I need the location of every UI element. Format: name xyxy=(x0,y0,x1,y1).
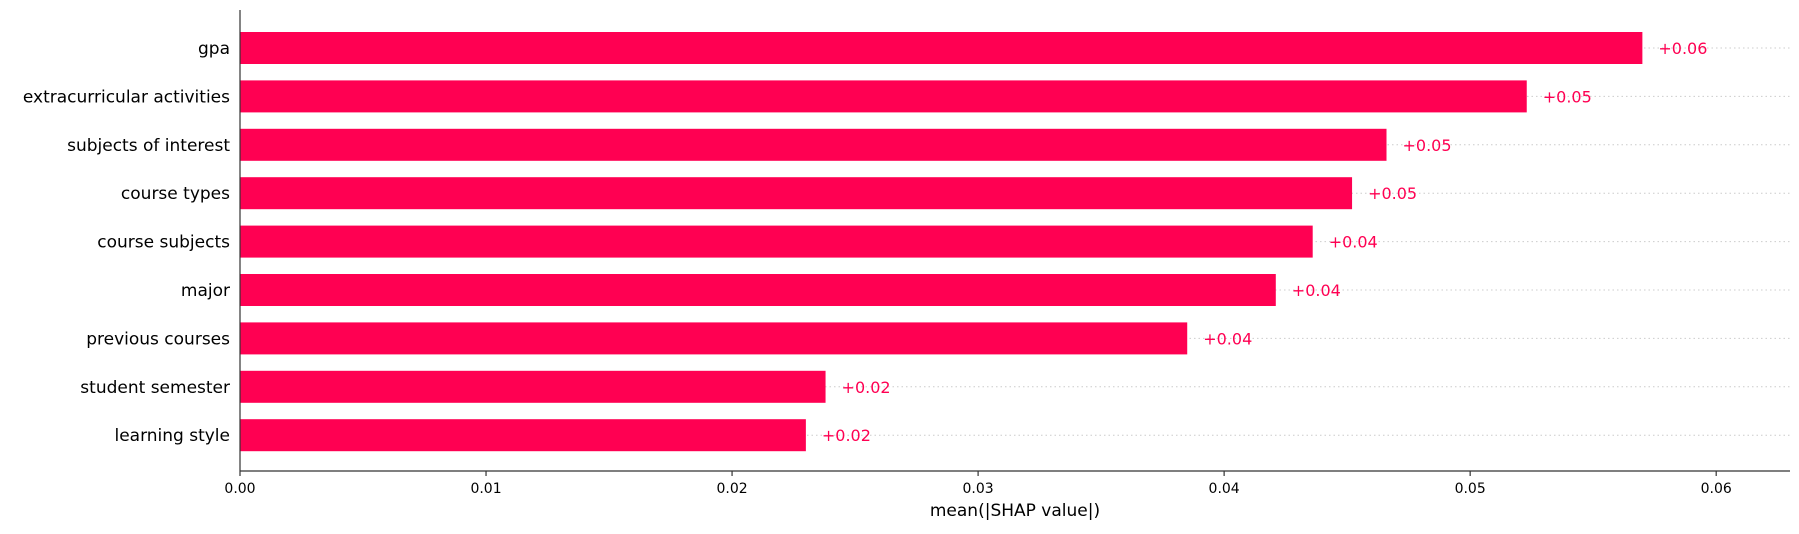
x-tick-label: 0.00 xyxy=(224,481,255,497)
bar xyxy=(240,80,1527,113)
bar-value-label: +0.04 xyxy=(1203,329,1252,348)
bar xyxy=(240,370,826,403)
bar xyxy=(240,128,1387,161)
bar xyxy=(240,274,1276,306)
bar xyxy=(240,322,1188,355)
bar-value-label: +0.04 xyxy=(1292,281,1341,300)
category-labels: gpa extracurricular activities subjects of… xyxy=(23,39,230,446)
bar xyxy=(240,419,806,452)
bar-value-label: +0.04 xyxy=(1329,233,1378,252)
bar xyxy=(240,225,1313,258)
category-label: student semester xyxy=(80,378,230,398)
bar xyxy=(240,32,1643,64)
x-tick-label: 0.01 xyxy=(470,481,501,497)
x-axis-label: mean(|SHAP value|) xyxy=(930,501,1100,521)
bar-value-label: +0.05 xyxy=(1543,87,1592,106)
category-label: course subjects xyxy=(97,233,230,253)
x-tick-label: 0.04 xyxy=(1209,481,1240,497)
bar-value-label: +0.05 xyxy=(1368,184,1417,203)
x-tick-label: 0.02 xyxy=(716,481,747,497)
x-tick-label: 0.05 xyxy=(1455,481,1486,497)
x-ticks: 0.00 0.01 0.02 0.03 0.04 0.05 0.06 xyxy=(224,471,1732,497)
bar-value-label: +0.02 xyxy=(842,378,891,397)
category-label: gpa xyxy=(198,39,230,59)
bars xyxy=(240,32,1643,452)
category-label: major xyxy=(181,281,230,301)
category-label: course types xyxy=(121,184,230,204)
x-tick-label: 0.03 xyxy=(963,481,994,497)
bar xyxy=(240,177,1353,210)
bar-value-label: +0.06 xyxy=(1658,39,1707,58)
category-label: previous courses xyxy=(86,329,230,349)
category-label: extracurricular activities xyxy=(23,87,230,107)
value-labels: +0.06 +0.05 +0.05 +0.05 +0.04 +0.04 +0.04 +0.02… xyxy=(822,39,1708,445)
category-label: subjects of interest xyxy=(67,136,230,156)
bar-value-label: +0.05 xyxy=(1403,136,1452,155)
axes xyxy=(239,10,1790,472)
x-tick-label: 0.06 xyxy=(1701,481,1732,497)
category-label: learning style xyxy=(114,426,230,446)
bar-value-label: +0.02 xyxy=(822,426,871,445)
